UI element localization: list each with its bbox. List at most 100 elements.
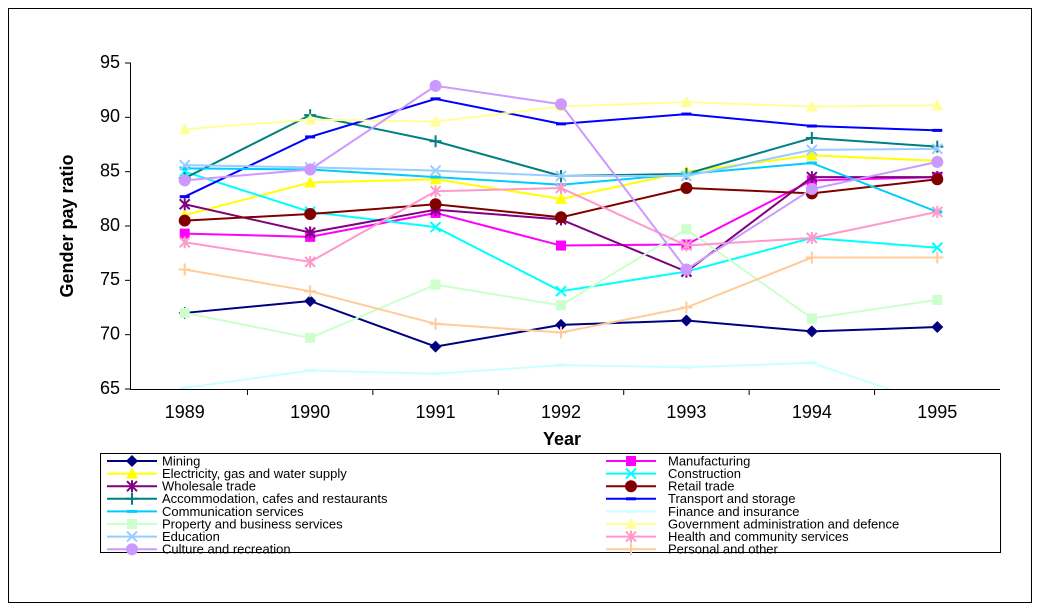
marker: [178, 214, 191, 227]
marker: [680, 314, 693, 327]
marker: [304, 255, 316, 268]
plot-area: [178, 79, 944, 389]
legend-label: Education: [162, 529, 220, 544]
marker: [430, 279, 441, 290]
marker: [304, 163, 317, 176]
x-tick-label: 1989: [165, 402, 205, 422]
legend-label: Health and community services: [668, 529, 849, 544]
legend-label: Wholesale trade: [162, 479, 256, 494]
marker: [680, 181, 693, 194]
legend-label: Electricity, gas and water supply: [162, 466, 347, 481]
marker: [304, 113, 317, 125]
marker: [931, 251, 944, 264]
legend-label: Accommodation, cafes and restaurants: [162, 491, 388, 506]
x-tick-label: 1990: [290, 402, 330, 422]
marker: [805, 131, 818, 144]
y-tick-label: 65: [100, 378, 120, 398]
marker: [429, 317, 442, 330]
y-tick-label: 80: [100, 215, 120, 235]
legend-label: Personal and other: [668, 542, 779, 557]
marker: [680, 263, 693, 276]
legend-label: Mining: [162, 453, 200, 468]
x-tick-label: 1995: [917, 402, 957, 422]
marker: [805, 325, 818, 338]
marker: [178, 123, 191, 135]
x-tick-label: 1993: [666, 402, 706, 422]
marker: [555, 326, 567, 339]
legend-label: Property and business services: [162, 516, 343, 531]
marker: [179, 159, 191, 171]
marker: [305, 332, 316, 343]
legend-label: Retail trade: [668, 479, 734, 494]
marker: [680, 239, 693, 252]
marker: [806, 231, 818, 244]
y-tick-label: 85: [100, 160, 120, 180]
marker: [625, 543, 637, 556]
y-tick-label: 90: [100, 106, 120, 126]
marker: [680, 170, 693, 182]
legend-label: Construction: [668, 466, 741, 481]
marker: [126, 480, 138, 493]
legend-label: Culture and recreation: [162, 542, 291, 557]
x-tick-label: 1992: [541, 402, 581, 422]
x-tick-label: 1991: [416, 402, 456, 422]
legend-label: Finance and insurance: [668, 504, 800, 519]
marker: [625, 530, 637, 543]
marker: [556, 240, 566, 251]
marker: [179, 228, 190, 239]
x-axis-label: Year: [543, 429, 581, 449]
marker: [681, 224, 692, 235]
marker: [127, 519, 137, 529]
marker: [805, 183, 818, 196]
y-tick-label: 75: [100, 269, 120, 289]
legend-label: Communication services: [162, 504, 304, 519]
marker: [429, 164, 442, 177]
y-tick-label: 70: [100, 323, 120, 343]
marker: [304, 208, 317, 221]
marker: [806, 144, 818, 156]
marker: [555, 170, 567, 182]
marker: [429, 115, 442, 127]
marker: [126, 543, 138, 556]
marker: [304, 176, 317, 188]
marker: [805, 149, 818, 161]
marker: [555, 211, 567, 224]
marker: [555, 192, 567, 204]
marker: [806, 313, 817, 324]
marker: [179, 307, 190, 318]
marker: [429, 79, 442, 92]
marker: [555, 285, 567, 297]
marker: [429, 185, 442, 198]
marker: [680, 301, 693, 314]
marker: [429, 135, 442, 148]
marker: [555, 98, 567, 111]
marker: [625, 518, 637, 529]
marker: [931, 173, 944, 186]
marker: [931, 143, 943, 155]
marker: [805, 100, 818, 112]
x-tick-label: 1994: [792, 402, 832, 422]
marker: [806, 171, 818, 184]
marker: [556, 300, 566, 311]
marker: [304, 294, 317, 307]
marker: [179, 198, 191, 211]
marker: [931, 205, 943, 218]
marker: [126, 467, 138, 479]
marker: [680, 96, 693, 108]
marker: [429, 173, 442, 185]
marker: [625, 467, 637, 480]
legend-label: Manufacturing: [668, 453, 750, 468]
marker: [429, 198, 442, 211]
legend-label: Transport and storage: [668, 491, 795, 506]
marker: [179, 236, 191, 249]
marker: [304, 226, 316, 239]
marker: [555, 181, 567, 194]
marker: [931, 99, 944, 111]
marker: [178, 174, 191, 187]
marker: [429, 221, 442, 233]
marker: [126, 530, 138, 543]
marker: [931, 321, 944, 334]
legend-label: Government administration and defence: [668, 516, 899, 531]
marker: [429, 340, 442, 353]
